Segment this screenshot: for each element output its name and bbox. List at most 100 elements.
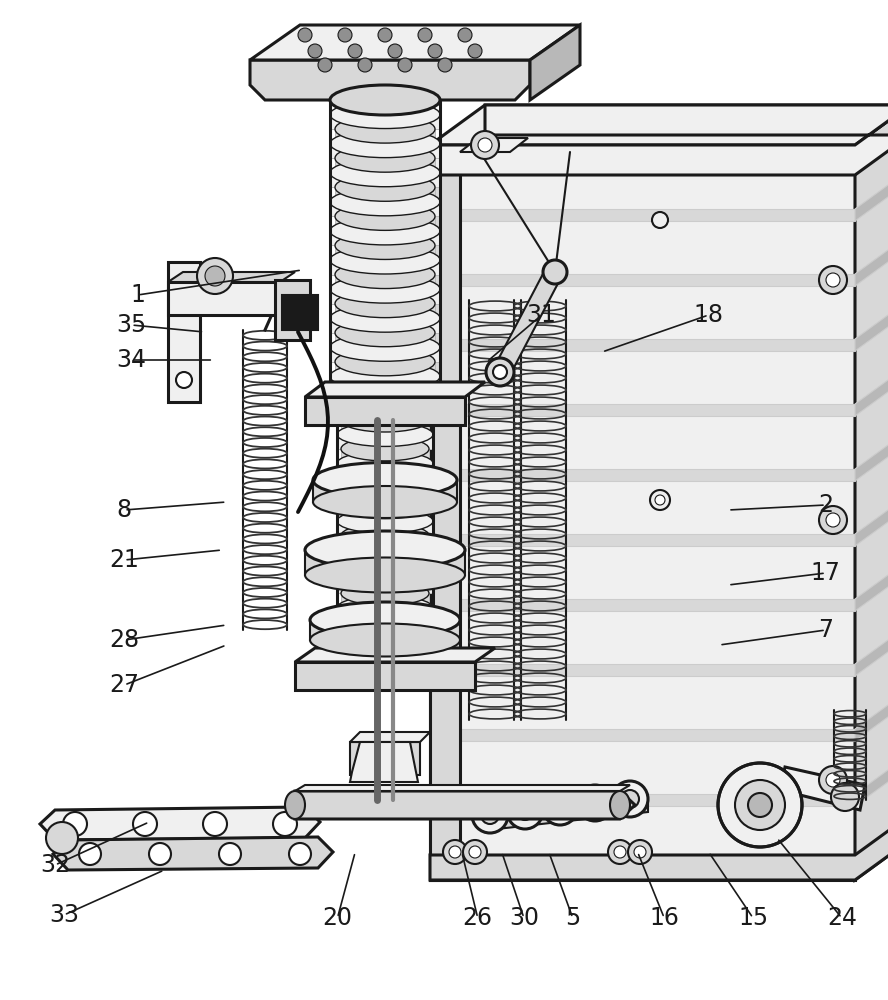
Polygon shape (335, 362, 435, 376)
Polygon shape (168, 282, 280, 315)
Polygon shape (335, 158, 435, 173)
Polygon shape (310, 620, 460, 640)
Ellipse shape (335, 144, 435, 172)
Circle shape (443, 840, 467, 864)
Polygon shape (341, 622, 429, 637)
Circle shape (608, 840, 632, 864)
Polygon shape (295, 648, 495, 662)
Ellipse shape (330, 188, 440, 216)
Text: 26: 26 (463, 906, 493, 930)
Circle shape (493, 365, 507, 379)
Circle shape (176, 372, 192, 388)
Polygon shape (330, 115, 440, 129)
Circle shape (826, 773, 840, 787)
Circle shape (469, 846, 481, 858)
Ellipse shape (335, 86, 435, 114)
Polygon shape (335, 275, 435, 289)
Polygon shape (430, 209, 855, 221)
Text: 31: 31 (527, 303, 557, 327)
Polygon shape (337, 492, 433, 507)
Polygon shape (330, 289, 440, 304)
Polygon shape (330, 173, 440, 187)
Text: 32: 32 (40, 853, 70, 877)
Circle shape (471, 131, 499, 159)
Circle shape (398, 58, 412, 72)
Polygon shape (330, 260, 440, 275)
Circle shape (831, 783, 859, 811)
Ellipse shape (335, 319, 435, 347)
Polygon shape (341, 449, 429, 463)
Circle shape (388, 44, 402, 58)
Ellipse shape (341, 437, 429, 461)
Ellipse shape (313, 462, 457, 497)
Ellipse shape (341, 524, 429, 548)
Polygon shape (341, 593, 429, 608)
Polygon shape (855, 234, 888, 286)
Polygon shape (855, 169, 888, 221)
Circle shape (577, 785, 613, 821)
Polygon shape (430, 145, 460, 880)
Circle shape (63, 812, 87, 836)
Circle shape (298, 28, 312, 42)
Polygon shape (430, 105, 888, 175)
Ellipse shape (341, 552, 429, 576)
Ellipse shape (335, 115, 435, 143)
Polygon shape (430, 599, 855, 611)
Text: 28: 28 (109, 628, 139, 652)
Ellipse shape (337, 480, 433, 504)
Polygon shape (350, 732, 430, 742)
Circle shape (614, 846, 626, 858)
Text: 16: 16 (649, 906, 679, 930)
Ellipse shape (330, 85, 440, 115)
Circle shape (621, 790, 639, 808)
Circle shape (203, 812, 227, 836)
Ellipse shape (310, 602, 460, 638)
Ellipse shape (335, 231, 435, 259)
Polygon shape (460, 138, 528, 152)
Text: 8: 8 (116, 498, 132, 522)
Polygon shape (330, 144, 440, 158)
Circle shape (468, 44, 482, 58)
Text: 35: 35 (116, 313, 147, 337)
Circle shape (612, 781, 648, 817)
Polygon shape (337, 637, 433, 651)
Ellipse shape (610, 791, 630, 819)
Ellipse shape (330, 217, 440, 245)
Text: 2: 2 (819, 493, 833, 517)
Ellipse shape (341, 408, 429, 432)
Polygon shape (855, 689, 888, 741)
Ellipse shape (335, 261, 435, 289)
Polygon shape (330, 405, 440, 420)
Circle shape (338, 28, 352, 42)
Ellipse shape (330, 159, 440, 187)
Polygon shape (295, 791, 635, 819)
Circle shape (486, 358, 514, 386)
Circle shape (819, 506, 847, 534)
Polygon shape (305, 397, 465, 425)
Circle shape (507, 793, 543, 829)
Polygon shape (335, 216, 435, 231)
Circle shape (133, 812, 157, 836)
Polygon shape (337, 550, 433, 564)
Polygon shape (855, 364, 888, 416)
Polygon shape (855, 624, 888, 676)
Polygon shape (330, 347, 440, 362)
Ellipse shape (337, 509, 433, 533)
Text: 33: 33 (49, 903, 79, 927)
Circle shape (542, 789, 578, 825)
Polygon shape (430, 794, 855, 806)
Polygon shape (430, 105, 888, 145)
Polygon shape (855, 299, 888, 351)
Text: 30: 30 (509, 906, 539, 930)
Circle shape (219, 843, 241, 865)
Polygon shape (430, 664, 855, 676)
Ellipse shape (285, 791, 305, 819)
Polygon shape (337, 521, 433, 536)
Ellipse shape (330, 275, 440, 303)
Ellipse shape (305, 558, 465, 592)
Text: 18: 18 (694, 303, 724, 327)
Polygon shape (337, 434, 433, 449)
Ellipse shape (341, 495, 429, 519)
Polygon shape (335, 100, 435, 115)
Ellipse shape (330, 362, 440, 390)
